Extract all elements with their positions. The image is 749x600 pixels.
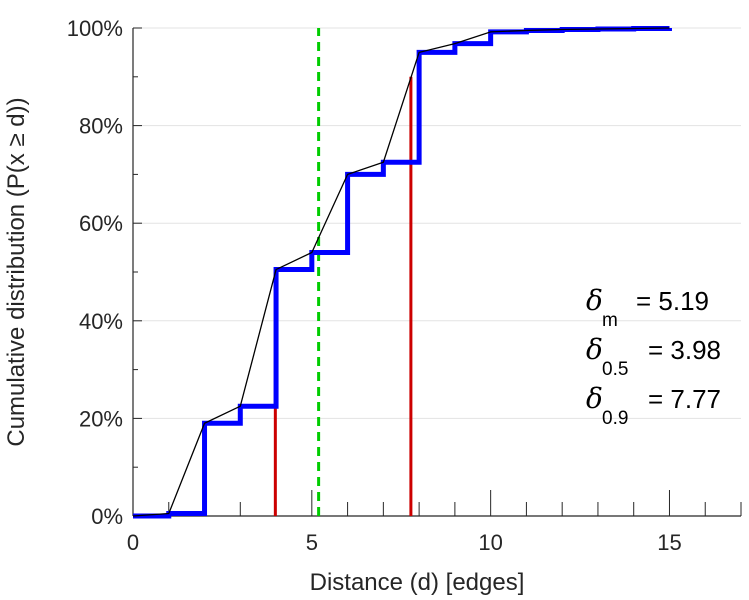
y-tick-label: 0% bbox=[91, 504, 123, 529]
y-tick-label: 100% bbox=[67, 16, 123, 41]
y-tick-label: 40% bbox=[79, 309, 123, 334]
grid-lines bbox=[133, 27, 741, 419]
y-tick-label: 60% bbox=[79, 211, 123, 236]
delta-09-subscript: 0.9 bbox=[602, 408, 628, 429]
delta-m-annotation: δ m = 5.19 bbox=[586, 284, 709, 331]
delta-m-subscript: m bbox=[602, 310, 618, 331]
delta-09-value: = 7.77 bbox=[648, 384, 721, 414]
delta-05-value: = 3.98 bbox=[648, 335, 721, 365]
delta-05-symbol: δ bbox=[586, 333, 603, 366]
stats-annotations: δ m = 5.19 δ 0.5 = 3.98 δ 0.9 = 7.77 bbox=[586, 284, 721, 429]
y-tick-label: 80% bbox=[79, 114, 123, 139]
delta-09-annotation: δ 0.9 = 7.77 bbox=[586, 382, 721, 429]
delta-m-value: = 5.19 bbox=[636, 286, 709, 316]
x-axis-title: Distance (d) [edges] bbox=[310, 569, 525, 596]
axes bbox=[132, 27, 742, 517]
delta-09-symbol: δ bbox=[586, 382, 603, 415]
y-axis-title: Cumulative distribution (P(x ≥ d)) bbox=[3, 97, 30, 446]
x-tick-label: 0 bbox=[127, 530, 139, 555]
delta-05-annotation: δ 0.5 = 3.98 bbox=[586, 333, 721, 380]
delta-m-symbol: δ bbox=[586, 284, 603, 317]
x-tick-label: 5 bbox=[306, 530, 318, 555]
cdf-interp-line bbox=[132, 27, 670, 517]
x-tick-label: 10 bbox=[478, 530, 502, 555]
x-tick-label: 15 bbox=[657, 530, 681, 555]
tick-labels: 0 5 10 15 0% 20% 40% 60% 80% 100% bbox=[67, 16, 682, 555]
series-lines bbox=[132, 25, 672, 519]
delta-05-subscript: 0.5 bbox=[602, 359, 628, 380]
cdf-step-line bbox=[133, 25, 672, 519]
y-tick-label: 20% bbox=[79, 406, 123, 431]
